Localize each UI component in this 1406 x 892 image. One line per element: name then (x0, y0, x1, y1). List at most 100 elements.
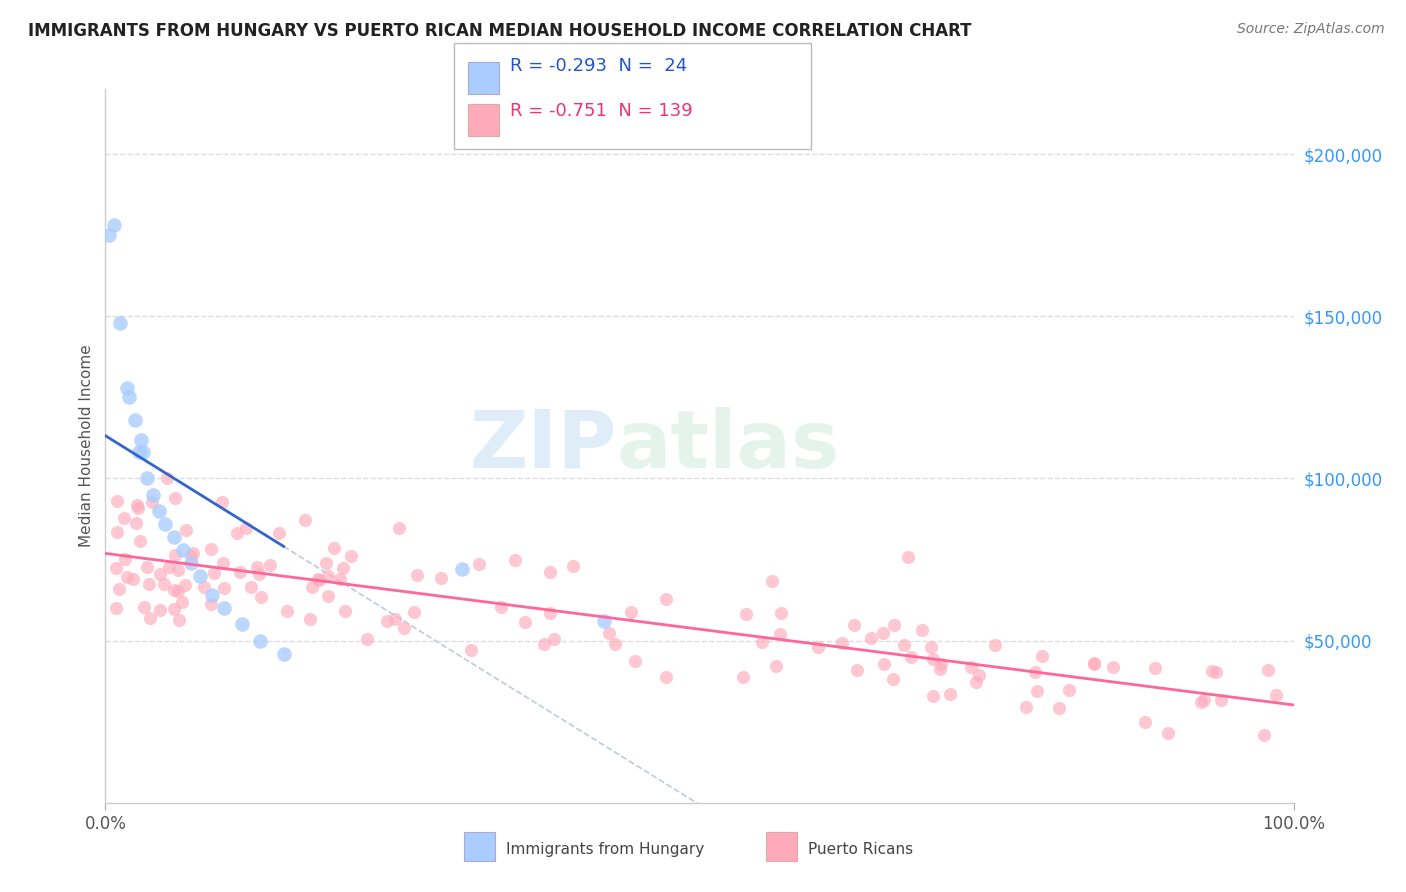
Text: Immigrants from Hungary: Immigrants from Hungary (506, 842, 704, 856)
Text: Puerto Ricans: Puerto Ricans (808, 842, 914, 856)
Point (882, 673, 904, 687)
Point (329, 572, 352, 586)
Point (112, 510, 135, 524)
Point (770, 607, 793, 621)
Point (356, 632, 378, 646)
Point (149, 603, 172, 617)
Point (751, 635, 773, 649)
Point (392, 621, 415, 635)
Point (967, 668, 990, 682)
Point (249, 633, 271, 648)
Point (831, 636, 853, 650)
Point (200, 541, 222, 556)
Point (468, 557, 491, 571)
Point (807, 640, 830, 654)
Point (129, 433, 152, 447)
Point (141, 495, 163, 509)
Point (375, 614, 398, 628)
Point (163, 601, 186, 615)
Point (984, 638, 1007, 652)
Point (136, 471, 159, 485)
Point (193, 580, 215, 594)
Point (138, 577, 160, 591)
Point (167, 563, 190, 577)
Point (1025, 684, 1047, 698)
Point (769, 626, 792, 640)
Point (1057, 682, 1080, 697)
Point (231, 617, 253, 632)
Point (163, 583, 186, 598)
Point (731, 670, 754, 684)
Point (139, 611, 162, 625)
Point (212, 556, 235, 570)
Point (214, 601, 236, 615)
Point (503, 552, 526, 566)
Point (294, 513, 316, 527)
Point (765, 659, 787, 673)
Point (115, 381, 138, 395)
Point (128, 445, 150, 459)
Point (900, 650, 922, 665)
Point (921, 689, 943, 703)
Point (105, 600, 128, 615)
Point (939, 687, 962, 701)
Point (103, 219, 125, 233)
Point (965, 674, 987, 689)
Text: ZIP: ZIP (470, 407, 616, 485)
Text: Source: ZipAtlas.com: Source: ZipAtlas.com (1237, 22, 1385, 37)
Point (1157, 725, 1180, 739)
Point (108, 316, 131, 330)
Point (562, 558, 585, 573)
Point (172, 542, 194, 557)
Point (301, 580, 323, 594)
Point (202, 566, 225, 580)
Point (226, 525, 249, 540)
Point (845, 663, 868, 677)
Point (167, 613, 190, 627)
Point (115, 570, 138, 584)
Point (323, 541, 346, 556)
Text: atlas: atlas (616, 407, 839, 485)
Point (211, 494, 233, 508)
Point (1189, 695, 1212, 709)
Point (235, 521, 257, 535)
Point (619, 605, 641, 619)
Point (1257, 663, 1279, 677)
Point (316, 569, 339, 583)
Point (108, 582, 131, 596)
Point (163, 530, 186, 544)
Point (165, 548, 187, 562)
Point (1264, 688, 1286, 702)
Point (1015, 699, 1038, 714)
Point (127, 499, 149, 513)
Point (1144, 661, 1167, 675)
Point (920, 640, 942, 655)
Point (406, 567, 429, 582)
Point (1192, 693, 1215, 707)
Point (200, 597, 222, 611)
Point (1135, 714, 1157, 729)
Point (1102, 660, 1125, 674)
Point (515, 615, 537, 629)
Point (1083, 657, 1105, 671)
Point (893, 638, 915, 652)
Point (1031, 648, 1053, 663)
Point (167, 584, 190, 599)
Point (308, 573, 330, 587)
Point (929, 662, 952, 676)
Point (735, 607, 758, 621)
Point (136, 559, 159, 574)
Point (402, 605, 425, 619)
Point (543, 632, 565, 646)
Point (229, 565, 252, 579)
Point (118, 390, 141, 404)
Point (593, 614, 616, 628)
Point (929, 657, 952, 672)
Point (149, 567, 172, 582)
Point (921, 651, 943, 665)
Point (239, 580, 262, 594)
Point (388, 521, 411, 535)
Point (104, 561, 127, 575)
Point (960, 659, 983, 673)
Point (307, 572, 329, 586)
